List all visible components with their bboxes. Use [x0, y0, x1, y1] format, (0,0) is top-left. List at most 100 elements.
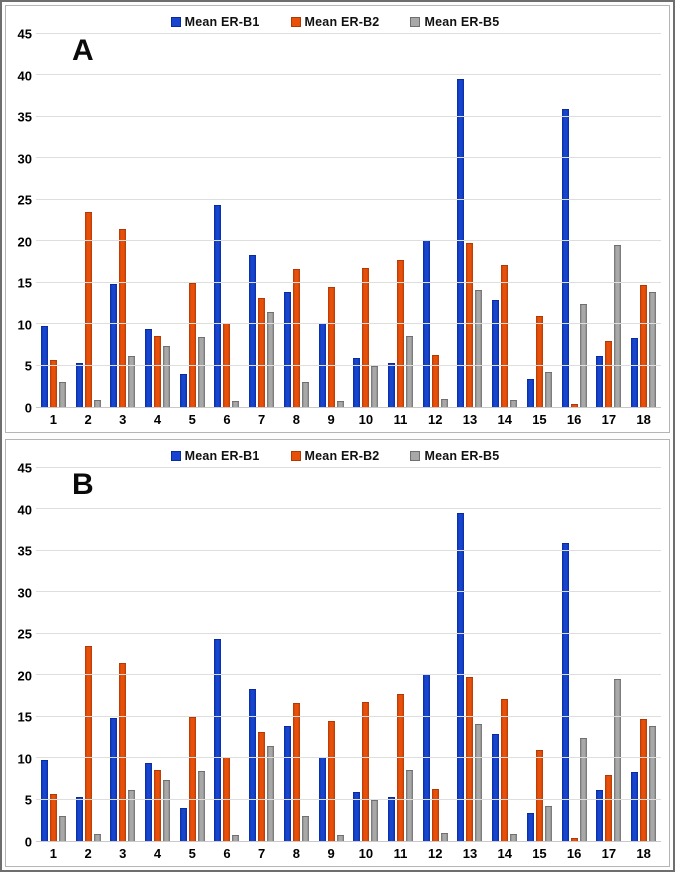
y-axis: 0 5 10 15 20 25 30 35 40 45: [10, 28, 36, 415]
x-tick-label: 14: [497, 845, 512, 861]
y-tick-label: 0: [24, 834, 32, 850]
y-tick-label: 45: [17, 26, 32, 42]
plot-column: B 1 2 3 4 5 6 7 8 9 10 11 12 13 14 15 16 17 18: [36, 467, 661, 864]
x-tick-label: 15: [532, 411, 547, 427]
bar-group: [71, 34, 106, 407]
bar-mean-er-b5: [58, 815, 66, 841]
chart-body: 0 5 10 15 20 25 30 35 40 45 B 1 2 3 4 5 6 7 8 9 10 11 12 13 14…: [10, 462, 661, 864]
bar-mean-er-b5: [128, 790, 136, 841]
x-tick-label: 13: [462, 845, 478, 861]
x-labels: 1 2 3 4 5 6 7 8 9 10 11 12 13 14 15 16 17 18: [36, 842, 661, 864]
bar-mean-er-b1: [214, 204, 222, 407]
bar-group: [383, 34, 418, 407]
bar-mean-er-b1: [353, 357, 361, 407]
bar-mean-er-b2: [84, 212, 92, 407]
bar-group: [210, 34, 245, 407]
x-tick-label: 14: [497, 411, 512, 427]
bar-mean-er-b2: [258, 298, 266, 407]
gridline: [36, 798, 661, 800]
x-tick-label: 11: [393, 411, 408, 427]
legend-swatch-icon: [170, 451, 181, 461]
bar-group: [140, 34, 175, 407]
bar-mean-er-b1: [457, 78, 465, 407]
bar-mean-er-b2: [431, 354, 439, 407]
bar-mean-er-b1: [526, 379, 534, 407]
bar-mean-er-b2: [292, 269, 300, 407]
y-tick-label: 5: [24, 358, 32, 374]
bar-mean-er-b2: [605, 341, 613, 407]
bar-mean-er-b2: [535, 749, 543, 841]
bar-group: [105, 34, 140, 407]
bar-group: [210, 468, 245, 841]
legend: Mean ER-B1 Mean ER-B2 Mean ER-B5: [10, 10, 661, 34]
bar-mean-er-b5: [406, 769, 414, 841]
bar-mean-er-b2: [501, 699, 509, 841]
bar-group: [487, 34, 522, 407]
bar-mean-er-b1: [110, 718, 118, 841]
bar-group: [140, 468, 175, 841]
x-tick-label: 9: [327, 411, 335, 427]
bar-mean-er-b2: [327, 720, 335, 841]
x-tick-label: 16: [566, 411, 582, 427]
x-tick-label: 11: [393, 845, 408, 861]
bar-groups: [36, 34, 661, 407]
bar-group: [522, 34, 557, 407]
bar-group: [418, 468, 453, 841]
bar-mean-er-b5: [371, 800, 379, 841]
x-tick-label: 10: [358, 845, 374, 861]
gridline: [36, 508, 661, 510]
bar-group: [36, 468, 71, 841]
bar-mean-er-b5: [579, 304, 587, 407]
panel-label: A: [72, 34, 95, 67]
bar-mean-er-b1: [283, 292, 291, 407]
bar-mean-er-b2: [640, 718, 648, 841]
x-tick-label: 8: [292, 845, 300, 861]
bar-mean-er-b2: [431, 788, 439, 841]
x-tick-label: 12: [428, 411, 443, 427]
bar-mean-er-b5: [336, 401, 344, 407]
bar-mean-er-b1: [561, 543, 569, 841]
bar-mean-er-b2: [466, 242, 474, 407]
bar-mean-er-b5: [614, 679, 622, 841]
x-tick-label: 15: [532, 845, 547, 861]
y-tick-label: 15: [17, 709, 32, 725]
gridline: [36, 632, 661, 634]
bar-mean-er-b5: [544, 806, 552, 841]
bar-mean-er-b5: [93, 834, 101, 841]
bar-mean-er-b5: [544, 372, 552, 407]
bar-mean-er-b1: [249, 689, 257, 841]
bar-mean-er-b1: [353, 791, 361, 841]
x-tick-label: 5: [188, 411, 196, 427]
bar-mean-er-b1: [561, 109, 569, 407]
bar-group: [105, 468, 140, 841]
bar-mean-er-b2: [466, 676, 474, 841]
gridline: [36, 715, 661, 717]
x-tick-label: 16: [566, 845, 582, 861]
bar-mean-er-b2: [570, 403, 578, 407]
bar-mean-er-b5: [301, 815, 309, 841]
x-tick-label: 7: [258, 845, 266, 861]
bar-mean-er-b2: [327, 286, 335, 407]
legend-label: Mean ER-B2: [304, 449, 380, 463]
bar-mean-er-b5: [163, 780, 171, 841]
bar-mean-er-b1: [75, 362, 83, 407]
bar-mean-er-b1: [388, 796, 396, 841]
y-tick-label: 10: [17, 751, 32, 767]
bar-mean-er-b5: [579, 738, 587, 841]
x-tick-label: 3: [119, 845, 127, 861]
y-tick-label: 40: [17, 502, 32, 518]
bar-mean-er-b2: [258, 732, 266, 841]
plot-column: A 1 2 3 4 5 6 7 8 9 10 11 12 13 14 15 16 17 18: [36, 33, 661, 430]
x-tick-label: 7: [258, 411, 266, 427]
x-tick-label: 4: [153, 845, 162, 861]
bar-mean-er-b1: [249, 255, 257, 407]
gridline: [36, 281, 661, 283]
gridline: [36, 549, 661, 551]
x-tick-label: 17: [601, 411, 617, 427]
bar-mean-er-b2: [119, 228, 127, 407]
legend-item: Mean ER-B2: [290, 15, 380, 29]
bar-group: [244, 34, 279, 407]
bar-mean-er-b2: [501, 265, 509, 407]
gridline: [36, 757, 661, 759]
